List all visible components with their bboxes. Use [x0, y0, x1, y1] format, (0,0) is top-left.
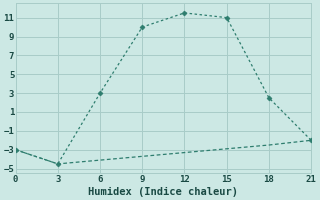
- X-axis label: Humidex (Indice chaleur): Humidex (Indice chaleur): [88, 186, 238, 197]
